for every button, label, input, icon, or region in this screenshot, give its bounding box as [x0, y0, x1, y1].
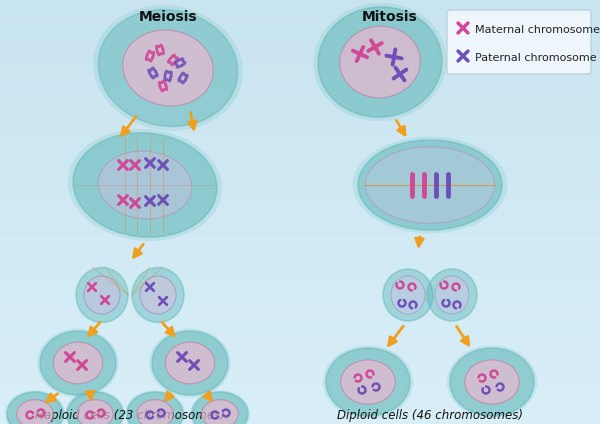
- Text: Haploid cells (23 chromosomes): Haploid cells (23 chromosomes): [35, 409, 225, 422]
- Ellipse shape: [65, 391, 125, 424]
- Ellipse shape: [77, 400, 113, 424]
- Text: Mitosis: Mitosis: [362, 10, 418, 24]
- Ellipse shape: [84, 276, 120, 314]
- Ellipse shape: [326, 348, 410, 416]
- Ellipse shape: [137, 400, 173, 424]
- Ellipse shape: [435, 276, 469, 314]
- Ellipse shape: [7, 392, 63, 424]
- Ellipse shape: [202, 400, 238, 424]
- Text: Paternal chromosome: Paternal chromosome: [475, 53, 596, 63]
- Ellipse shape: [5, 391, 65, 424]
- Ellipse shape: [53, 342, 103, 384]
- Ellipse shape: [465, 360, 519, 404]
- Ellipse shape: [318, 7, 442, 117]
- Ellipse shape: [383, 269, 433, 321]
- Ellipse shape: [447, 346, 537, 418]
- Ellipse shape: [73, 133, 217, 237]
- Ellipse shape: [68, 129, 222, 241]
- Ellipse shape: [125, 391, 185, 424]
- Text: Diploid cells (46 chromosomes): Diploid cells (46 chromosomes): [337, 409, 523, 422]
- Ellipse shape: [358, 140, 502, 230]
- Ellipse shape: [166, 342, 215, 384]
- Ellipse shape: [40, 331, 116, 395]
- FancyBboxPatch shape: [447, 10, 591, 74]
- Ellipse shape: [123, 30, 213, 106]
- Ellipse shape: [140, 276, 176, 314]
- Ellipse shape: [427, 269, 477, 321]
- Ellipse shape: [17, 400, 53, 424]
- Ellipse shape: [98, 10, 238, 126]
- Text: Maternal chromosome: Maternal chromosome: [475, 25, 600, 35]
- Ellipse shape: [323, 346, 413, 418]
- Ellipse shape: [353, 137, 508, 233]
- Ellipse shape: [132, 268, 184, 323]
- Ellipse shape: [341, 360, 395, 404]
- Ellipse shape: [190, 391, 250, 424]
- Ellipse shape: [98, 151, 192, 219]
- Ellipse shape: [93, 5, 243, 131]
- Ellipse shape: [127, 392, 183, 424]
- Ellipse shape: [37, 329, 119, 397]
- Ellipse shape: [450, 348, 534, 416]
- Ellipse shape: [76, 268, 128, 323]
- Ellipse shape: [149, 329, 231, 397]
- Ellipse shape: [152, 331, 228, 395]
- Text: Meiosis: Meiosis: [139, 10, 197, 24]
- Ellipse shape: [313, 3, 446, 121]
- Ellipse shape: [340, 26, 420, 98]
- Ellipse shape: [365, 147, 495, 223]
- Ellipse shape: [391, 276, 425, 314]
- Ellipse shape: [67, 392, 123, 424]
- Ellipse shape: [192, 392, 248, 424]
